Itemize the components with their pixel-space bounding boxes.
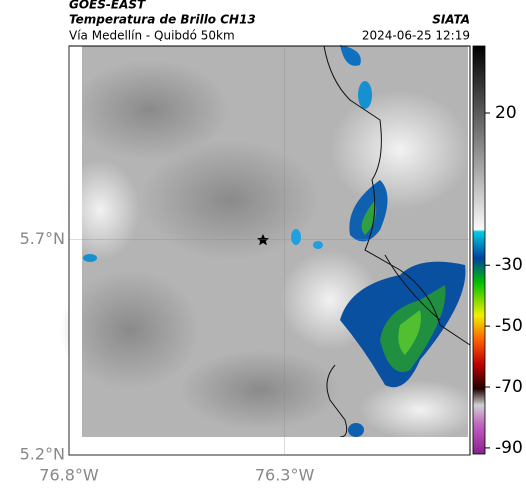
- colorbar-tick-label: -30: [495, 255, 523, 275]
- title: GOES-EAST: [69, 0, 146, 12]
- lat-label: 5.2°N: [20, 445, 65, 464]
- colorbar-tick-label: -50: [495, 316, 523, 336]
- subtitle: Temperatura de Brillo CH13: [69, 13, 256, 27]
- datetime: 2024-06-25 12:19: [362, 29, 470, 43]
- satellite-image: [60, 45, 480, 456]
- colorbar-tick-label: -90: [495, 438, 523, 458]
- lat-label: 5.7°N: [20, 229, 65, 248]
- colorbar: [472, 45, 486, 455]
- colorbar-tick-label: -70: [495, 377, 523, 397]
- source: SIATA: [432, 13, 470, 27]
- location: Vía Medellín - Quibdó 50km: [69, 29, 235, 43]
- lon-label: 76.3°W: [255, 466, 315, 485]
- lon-label: 76.8°W: [39, 466, 99, 485]
- colorbar-tick-label: 20: [495, 103, 517, 123]
